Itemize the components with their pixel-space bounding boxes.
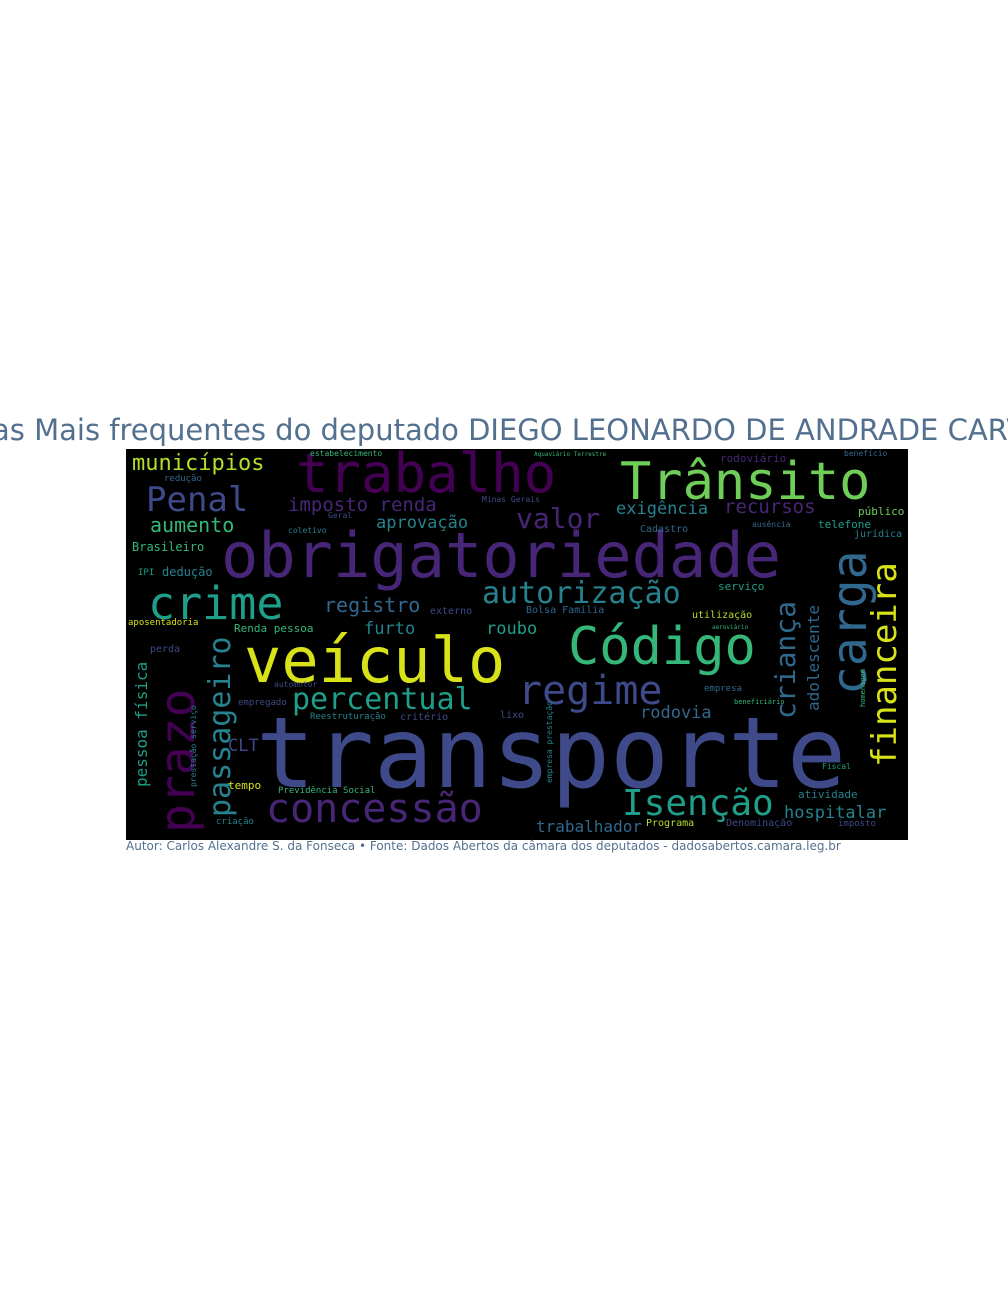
- word-roubo: roubo: [486, 619, 538, 639]
- word-juridica: jurídica: [854, 529, 903, 540]
- word-transito: Trânsito: [620, 452, 871, 512]
- word-rodovia: rodovia: [640, 703, 712, 723]
- word-telefone: telefone: [818, 518, 871, 531]
- word-adolescente: adolescente: [804, 605, 823, 711]
- word-renda-pessoa: Renda pessoa: [234, 622, 314, 635]
- word-externo: externo: [430, 606, 473, 617]
- word-cadastro: Cadastro: [640, 524, 689, 535]
- word-isencao: Isenção: [622, 783, 774, 824]
- word-pessoa-fisica: pessoa física: [132, 661, 151, 787]
- word-clt: CLT: [228, 736, 259, 756]
- word-autorizacao: autorização: [482, 576, 681, 611]
- word-aposentadoria: aposentadoria: [128, 618, 199, 628]
- word-regime: regime: [518, 668, 663, 714]
- word-cloud: transporte obrigatoriedade veículo Códig…: [126, 449, 908, 840]
- word-denominacao: Denominação: [726, 818, 793, 829]
- word-servico: serviço: [718, 580, 765, 593]
- word-beneficio: benefício: [844, 449, 888, 458]
- word-empresa: empresa: [704, 684, 742, 694]
- word-fiscal: Fiscal: [822, 762, 851, 771]
- word-atividade: atividade: [798, 788, 858, 801]
- word-reducao: redução: [164, 474, 202, 484]
- word-criacao: criação: [216, 817, 254, 827]
- word-deducao: dedução: [162, 565, 213, 579]
- word-veiculo: veículo: [244, 624, 506, 697]
- word-trabalho: trabalho: [296, 449, 557, 505]
- word-automotor: automotor: [274, 680, 318, 689]
- source-caption: Autor: Carlos Alexandre S. da Fonseca • …: [126, 839, 841, 853]
- word-prestacao-servico: prestação serviço: [189, 705, 198, 787]
- word-concessao: concessão: [266, 786, 483, 832]
- word-furto: furto: [364, 619, 416, 639]
- word-criterio: critério: [400, 712, 449, 723]
- word-geral: Geral: [328, 511, 353, 520]
- word-crime: crime: [148, 577, 284, 630]
- word-previdencia-social: Previdência Social: [278, 786, 376, 796]
- word-hospitalar: hospitalar: [784, 803, 887, 823]
- word-ipi: IPI: [138, 568, 155, 578]
- word-valor: valor: [516, 502, 601, 535]
- word-lixo: lixo: [500, 710, 525, 721]
- word-imposto: imposto: [838, 819, 876, 829]
- word-exigencia: exigência: [616, 499, 709, 519]
- chart-title: Palavras Mais frequentes do deputado DIE…: [0, 413, 1008, 447]
- word-utilizacao: utilização: [692, 610, 753, 621]
- word-aumento: aumento: [150, 513, 235, 537]
- word-reestruturacao: Reestruturação: [310, 712, 386, 722]
- word-penal: Penal: [146, 480, 249, 520]
- word-percentual: percentual: [292, 682, 473, 717]
- word-trabalhador: trabalhador: [536, 817, 642, 836]
- word-publico: público: [858, 505, 905, 518]
- word-aeroviario: aeroviário: [712, 624, 749, 631]
- word-minas-gerais: Minas Gerais: [482, 495, 540, 504]
- word-empregado: empregado: [238, 698, 287, 708]
- word-transporte: transporte: [256, 697, 847, 811]
- word-beneficiario: beneficiário: [734, 698, 785, 706]
- word-aprovacao: aprovação: [376, 513, 469, 533]
- word-homenagem: homenagem: [859, 669, 867, 707]
- word-ausencia: ausência: [752, 520, 791, 529]
- word-brasileiro: Brasileiro: [132, 540, 205, 554]
- word-financeira: financeira: [865, 562, 905, 767]
- word-imposto-renda: imposto renda: [288, 494, 437, 516]
- word-registro: registro: [324, 593, 421, 617]
- word-empresa-prestacao: empresa prestação: [545, 701, 554, 783]
- word-obrigatoriedade: obrigatoriedade: [221, 519, 781, 592]
- word-codigo: Código: [568, 617, 756, 677]
- word-coletivo: coletivo: [288, 526, 327, 535]
- word-recursos: recursos: [724, 496, 816, 518]
- word-tempo: tempo: [228, 779, 262, 792]
- word-bolsa-familia: Bolsa Família: [526, 605, 605, 616]
- word-municipios: municípios: [132, 451, 265, 476]
- word-perda: perda: [150, 644, 181, 655]
- word-aquaviario-terrestre: Aquaviário Terrestre: [534, 451, 607, 458]
- word-programa: Programa: [646, 818, 695, 829]
- word-estabelecimento: estabelecimento: [310, 449, 383, 458]
- word-rodoviario: rodoviário: [720, 452, 787, 465]
